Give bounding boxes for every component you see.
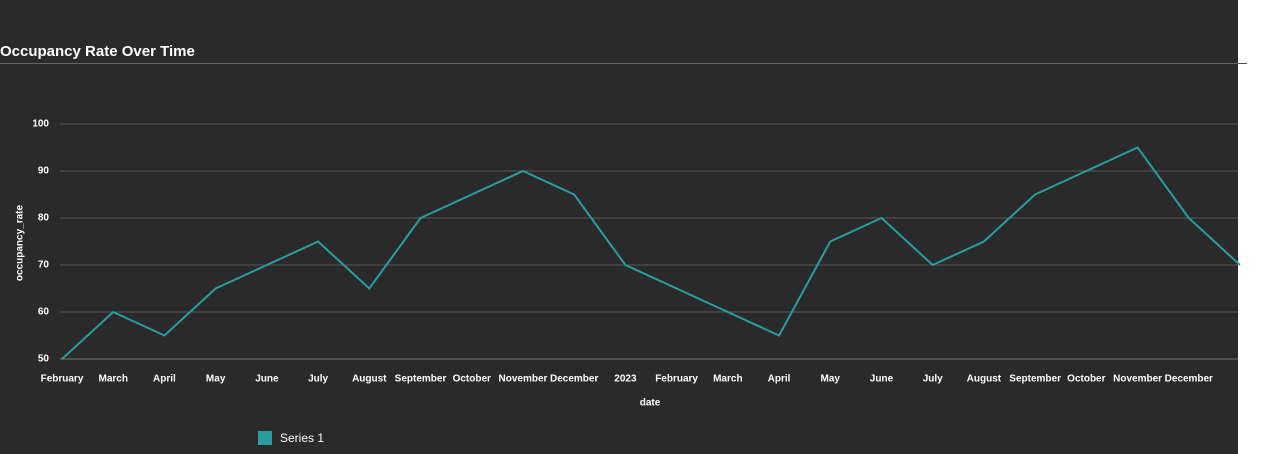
y-axis-label: occupancy_rate (15, 204, 26, 281)
y-tick-label: 100 (32, 119, 49, 130)
x-tick-label: June (255, 374, 279, 385)
x-tick-label: October (453, 374, 491, 385)
y-tick-label: 80 (38, 213, 50, 224)
chart-title: Occupancy Rate Over Time (0, 43, 195, 60)
series-line (61, 146, 1241, 360)
x-axis-label: date (640, 398, 661, 409)
x-tick-label: March (98, 374, 127, 385)
x-tick-label: May (821, 374, 841, 385)
y-tick-label: 90 (38, 166, 50, 177)
x-tick-label: July (923, 374, 943, 385)
y-tick-label: 60 (38, 307, 50, 318)
x-tick-label: December (550, 374, 598, 385)
x-tick-label: August (967, 374, 1002, 385)
x-tick-label: July (308, 374, 328, 385)
x-tick-label: November (499, 374, 548, 385)
legend-swatch (258, 431, 272, 445)
x-tick-label: February (41, 374, 84, 385)
y-tick-label: 70 (38, 260, 50, 271)
x-tick-label: May (206, 374, 226, 385)
panel (0, 0, 1238, 454)
x-tick-label: March (713, 374, 742, 385)
x-tick-label: December (1165, 374, 1213, 385)
x-tick-label: April (768, 374, 791, 385)
x-tick-label: August (352, 374, 387, 385)
x-tick-label: June (870, 374, 894, 385)
x-tick-label: September (1009, 374, 1061, 385)
x-tick-label: September (395, 374, 447, 385)
x-tick-label: 2023 (614, 374, 637, 385)
x-tick-label: October (1067, 374, 1105, 385)
y-tick-label: 50 (38, 354, 50, 365)
legend-label: Series 1 (280, 431, 324, 445)
x-tick-label: November (1113, 374, 1162, 385)
x-tick-label: April (153, 374, 176, 385)
x-tick-label: February (655, 374, 698, 385)
